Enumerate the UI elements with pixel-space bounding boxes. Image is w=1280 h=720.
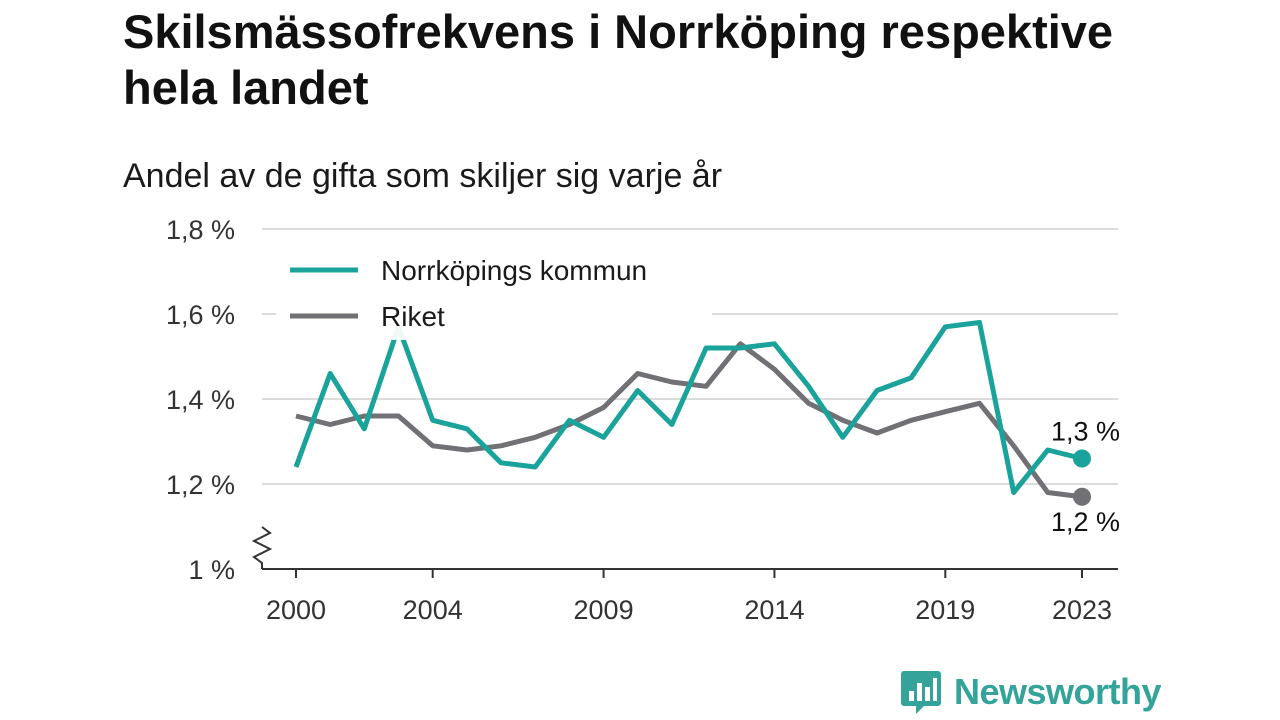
x-tick-label: 2014 — [744, 595, 804, 625]
end-label-riket: 1,2 % — [1051, 507, 1120, 537]
legend-label: Riket — [381, 301, 445, 332]
axis-break-symbol — [251, 526, 273, 569]
brand-logo: Newsworthy — [900, 668, 1162, 716]
x-tick-label: 2004 — [403, 595, 463, 625]
series-line-norrkoping — [293, 320, 1083, 495]
y-tick-label: 1 % — [188, 555, 235, 585]
newsworthy-logo-icon — [901, 671, 941, 714]
x-tick-label: 2023 — [1052, 595, 1112, 625]
end-point-norrkoping — [1073, 449, 1091, 468]
end-point-riket — [1073, 487, 1091, 506]
legend-background — [276, 244, 712, 340]
y-tick-label: 1,8 % — [166, 215, 235, 245]
x-tick-label: 2000 — [266, 595, 326, 625]
brand-name: Newsworthy — [954, 671, 1162, 712]
chart-title: Skilsmässofrekvens i Norrköping respekti… — [123, 5, 1114, 114]
end-label-norrkoping: 1,3 % — [1051, 417, 1120, 447]
y-tick-label: 1,6 % — [166, 300, 235, 330]
y-tick-label: 1,2 % — [166, 470, 235, 500]
x-tick-label: 2009 — [574, 595, 634, 625]
chart-subtitle: Andel av de gifta som skiljer sig varje … — [123, 157, 723, 195]
legend-label: Norrköpings kommun — [381, 255, 647, 286]
x-tick-label: 2019 — [915, 595, 975, 625]
y-tick-label: 1,4 % — [166, 385, 235, 415]
